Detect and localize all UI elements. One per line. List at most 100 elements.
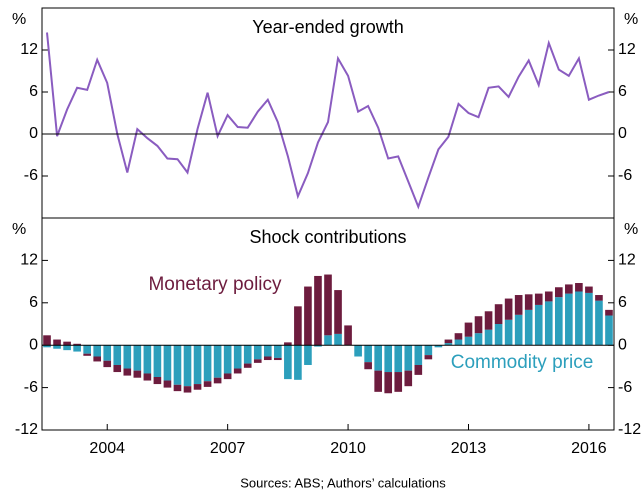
bar-segment	[464, 322, 473, 337]
y-tick-label: 12	[20, 41, 38, 58]
bar-segment	[524, 294, 533, 310]
x-tick-label: 2013	[451, 440, 487, 457]
panel-frame	[41, 217, 615, 431]
bar-segment	[544, 291, 553, 302]
bar-segment	[605, 315, 613, 346]
y-unit: %	[12, 11, 26, 28]
bar-segment	[143, 373, 152, 381]
bar-segment	[394, 345, 403, 373]
bar-segment	[83, 353, 91, 356]
bar-segment	[163, 380, 172, 388]
bar-segment	[484, 311, 493, 330]
bar-segment	[474, 316, 483, 334]
bar-segment	[113, 345, 122, 365]
bar-segment	[103, 360, 112, 368]
bar-segment	[133, 370, 142, 378]
bar-segment	[374, 345, 382, 371]
bar-segment	[173, 384, 182, 392]
bar-segment	[314, 345, 322, 347]
bar-segment	[514, 295, 523, 315]
bar-segment	[554, 287, 563, 298]
bar-segment	[494, 304, 503, 324]
y-tick-label: 12	[618, 41, 636, 58]
bar-segment	[83, 345, 91, 354]
bar-segment	[243, 345, 252, 364]
bar-segment	[153, 345, 162, 377]
source-note: Sources: ABS; Authors’ calculations	[240, 475, 446, 490]
panel-frame	[41, 7, 615, 219]
y-tick-label: -6	[618, 379, 632, 396]
bar-segment	[384, 345, 393, 373]
bar-segment	[284, 345, 292, 380]
bar-segment	[223, 373, 232, 380]
y-tick-label: 6	[29, 83, 38, 100]
bar-segment	[133, 345, 142, 371]
bar-segment	[424, 345, 433, 356]
bar-segment	[444, 339, 453, 344]
y-tick-label: 6	[29, 294, 38, 311]
bar-segment	[394, 372, 403, 392]
bar-segment	[554, 297, 563, 346]
bar-segment	[93, 345, 102, 357]
bar-segment	[73, 345, 81, 352]
bar-segment	[444, 343, 453, 346]
bar-segment	[294, 345, 302, 380]
bar-segment	[183, 345, 192, 387]
panel-title: Shock contributions	[249, 227, 406, 247]
bar-segment	[404, 370, 413, 387]
bar-segment	[544, 301, 553, 346]
bar-segment	[193, 384, 202, 390]
bar-segment	[364, 345, 372, 363]
bar-segment	[263, 345, 272, 357]
bar-segment	[414, 364, 423, 375]
bar-segment	[374, 370, 382, 392]
bar-segment	[304, 345, 312, 365]
bar-segment	[454, 333, 463, 340]
bar-segment	[53, 345, 61, 349]
bar-segment	[514, 314, 523, 346]
bar-segment	[203, 381, 212, 387]
bar-segment	[93, 356, 102, 362]
bar-segment	[324, 274, 332, 336]
bar-segment	[63, 341, 71, 346]
bar-segment	[484, 329, 493, 346]
bar-segment	[263, 356, 272, 361]
bar-segment	[63, 345, 71, 351]
bar-segment	[354, 345, 362, 357]
growth-line	[46, 32, 610, 210]
bar-segment	[223, 345, 232, 374]
bar-segment	[173, 345, 182, 385]
bar-segment	[213, 345, 222, 378]
bar-segment	[123, 345, 132, 369]
bar-segment	[494, 324, 503, 346]
bar-segment	[565, 293, 573, 346]
bar-segment	[113, 364, 122, 373]
bar-segment	[53, 339, 61, 346]
y-unit: %	[624, 11, 638, 28]
bar-segment	[153, 377, 162, 385]
bar-segment	[193, 345, 202, 385]
panel-title: Year-ended growth	[252, 17, 403, 37]
bar-segment	[103, 345, 112, 361]
bar-segment	[294, 306, 302, 346]
bar-segment	[404, 345, 413, 371]
y-unit: %	[624, 221, 638, 238]
bar-segment	[43, 345, 51, 348]
bar-segment	[183, 386, 192, 393]
bar-segment	[364, 362, 372, 370]
bar-segment	[424, 355, 433, 360]
bar-segment	[43, 335, 51, 346]
bar-segment	[524, 309, 533, 346]
y-tick-label: 0	[618, 125, 627, 142]
bar-segment	[534, 293, 543, 305]
y-tick-label: 0	[29, 336, 38, 353]
bar-segment	[334, 290, 342, 334]
bar-segment	[605, 309, 613, 316]
bar-segment	[595, 295, 603, 301]
bar-segment	[595, 300, 603, 346]
y-tick-label: 0	[29, 125, 38, 142]
bar-segment	[575, 283, 583, 292]
y-tick-label: -12	[15, 421, 38, 438]
bar-segment	[203, 345, 212, 382]
bar-segment	[253, 345, 262, 360]
